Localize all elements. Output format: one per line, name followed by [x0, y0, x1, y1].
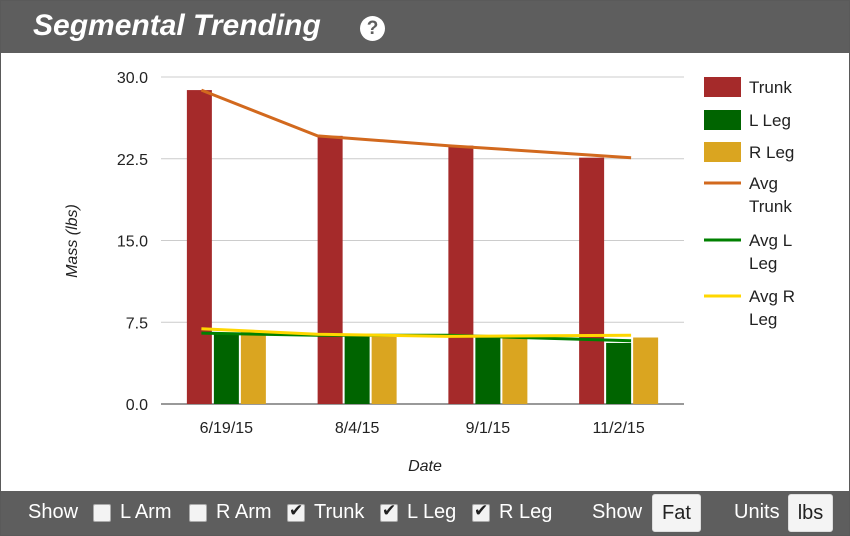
fat-button[interactable]: Fat	[652, 494, 701, 532]
help-icon[interactable]: ?	[360, 16, 385, 41]
toggle-trunk[interactable]: Trunk	[287, 501, 364, 524]
toggle-r-leg[interactable]: R Leg	[472, 501, 552, 524]
legend-label: Avg	[749, 174, 778, 193]
legend-label: Avg R	[749, 287, 795, 306]
bar-trunk	[448, 145, 474, 405]
toggle-r-arm[interactable]: R Arm	[189, 501, 272, 524]
legend-label: Avg L	[749, 231, 792, 250]
show-label: Show	[28, 501, 79, 523]
checkbox-r-leg[interactable]	[472, 501, 490, 522]
units-button[interactable]: lbs	[788, 494, 833, 532]
show-measure-label: Show	[592, 501, 643, 523]
x-tick-label: 8/4/15	[335, 420, 380, 437]
toggle-l-arm[interactable]: L Arm	[93, 501, 172, 524]
y-tick-label: 22.5	[117, 152, 148, 169]
legend-swatch	[704, 142, 741, 162]
bar-r-leg	[371, 336, 397, 404]
line-avg-r-leg	[201, 327, 632, 338]
toggle-l-leg[interactable]: L Leg	[380, 501, 456, 524]
legend-label: Leg	[749, 310, 777, 329]
y-tick-label: 0.0	[126, 397, 148, 414]
x-tick-label: 6/19/15	[200, 420, 253, 437]
bar-trunk	[186, 90, 212, 404]
bar-l-leg	[344, 335, 370, 404]
legend-label: R Leg	[749, 143, 794, 162]
toggle-l-leg-label: L Leg	[407, 501, 457, 523]
x-tick-label: 9/1/15	[466, 420, 511, 437]
y-tick-label: 15.0	[117, 234, 148, 251]
legend-label: Trunk	[749, 78, 792, 97]
header-bar: Segmental Trending ?	[1, 1, 849, 53]
legend-label: Leg	[749, 254, 777, 273]
segmental-chart: 0.0 7.5 15.0 22.5 30.0 Mass (lbs) Date 6/19/15 8…	[64, 70, 795, 475]
bar-r-leg	[633, 337, 659, 404]
x-tick-label: 11/2/15	[593, 420, 645, 437]
bar-l-leg	[475, 337, 501, 404]
y-axis-label: Mass (lbs)	[64, 204, 81, 278]
footer-bar: Show L Arm R Arm Trunk L Leg R Leg Show …	[1, 491, 849, 535]
toggle-r-leg-label: R Leg	[499, 501, 553, 523]
legend-swatch	[704, 77, 741, 97]
y-tick-label: 30.0	[117, 70, 148, 87]
bar-l-leg	[213, 334, 239, 404]
legend-label: L Leg	[749, 111, 791, 130]
bar-trunk	[579, 157, 605, 404]
x-axis-label: Date	[408, 458, 442, 475]
checkbox-trunk[interactable]	[287, 501, 305, 522]
bar-r-leg	[502, 336, 528, 404]
bar-l-leg	[606, 342, 632, 404]
bar-r-leg	[240, 332, 266, 404]
checkbox-r-arm[interactable]	[189, 503, 207, 522]
toggle-l-arm-label: L Arm	[120, 501, 172, 523]
widget-title: Segmental Trending	[33, 9, 321, 42]
legend-label: Trunk	[749, 197, 792, 216]
y-tick-label: 7.5	[126, 315, 148, 332]
legend-swatch	[704, 110, 741, 130]
line-avg-trunk	[200, 88, 632, 160]
toggle-r-arm-label: R Arm	[216, 501, 272, 523]
bar-trunk	[317, 135, 343, 405]
checkbox-l-leg[interactable]	[380, 501, 398, 522]
checkbox-l-arm[interactable]	[93, 503, 111, 522]
toggle-trunk-label: Trunk	[314, 501, 365, 523]
units-label: Units	[734, 501, 780, 523]
